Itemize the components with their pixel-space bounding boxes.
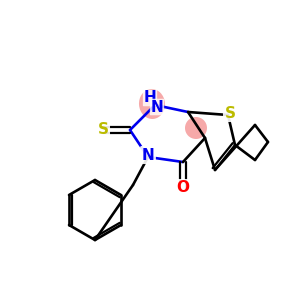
Ellipse shape — [185, 117, 207, 139]
Ellipse shape — [139, 89, 165, 119]
Text: O: O — [176, 181, 190, 196]
Text: S: S — [98, 122, 109, 137]
Text: N: N — [151, 100, 164, 115]
Text: S: S — [224, 106, 236, 121]
Text: H: H — [144, 91, 156, 106]
Text: N: N — [142, 148, 154, 163]
